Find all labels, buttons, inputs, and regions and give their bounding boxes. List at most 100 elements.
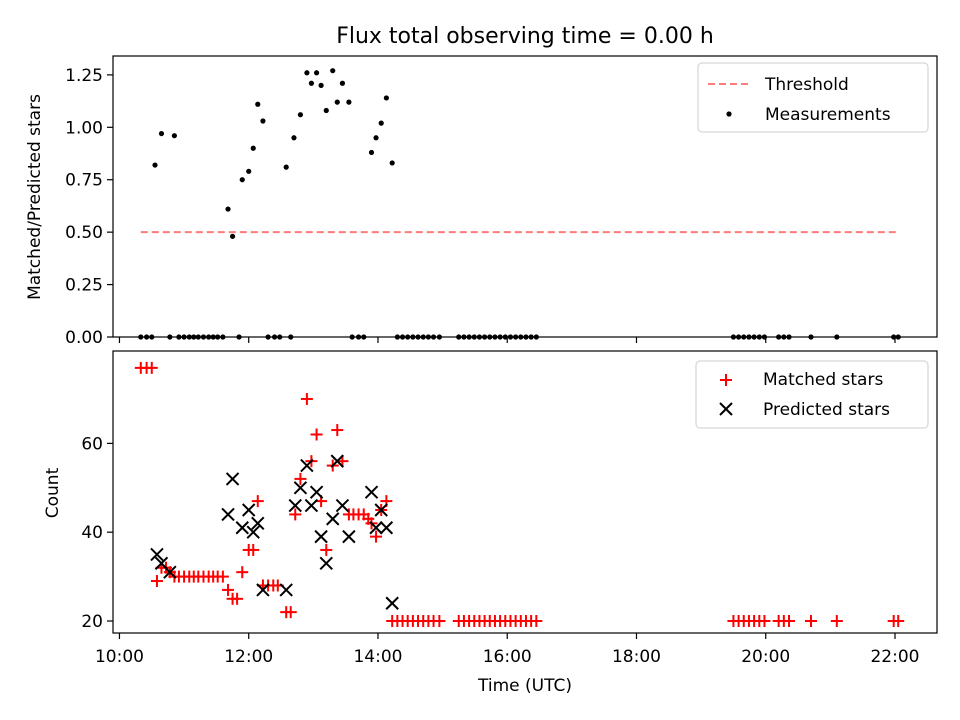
- measurement-point: [255, 101, 261, 107]
- predicted-star-marker: [309, 485, 324, 499]
- matched-star-marker: [236, 566, 249, 579]
- matched-star-marker: [310, 428, 323, 441]
- predicted-star-marker: [319, 556, 333, 570]
- bottom-plot: 20 40 60 10:00 12:00 14:00 16:00 18:00 20:00 22:0…: [81, 350, 938, 667]
- measurement-point: [323, 107, 329, 114]
- top-plot: 0.00 0.25 0.50 0.75 1.00 1.25: [65, 55, 938, 348]
- predicted-star-marker-stroke: [342, 529, 356, 544]
- top-y-tick-label: 0.00: [65, 328, 103, 348]
- bottom-legend: Matched stars Predicted stars: [695, 360, 929, 429]
- predicted-star-marker-stroke: [374, 503, 388, 517]
- predicted-star-marker-stroke: [221, 507, 235, 522]
- predicted-star-marker-stroke: [246, 525, 260, 539]
- matched-star-marker: [251, 495, 264, 508]
- predicted-star-marker: [300, 458, 314, 473]
- measurement-point: [239, 177, 245, 183]
- matched-star-marker: [830, 615, 843, 628]
- predicted-star-marker: [279, 583, 293, 597]
- predicted-star-marker-stroke: [319, 556, 333, 570]
- predicted-star-marker: [225, 472, 240, 486]
- bottom-x-tick-label: 18:00: [612, 647, 661, 667]
- predicted-star-marker-stroke: [369, 521, 383, 535]
- bottom-x-tick-label: 14:00: [353, 647, 402, 667]
- bottom-x-tick-label: 20:00: [741, 647, 790, 667]
- predicted-star-marker: [251, 516, 265, 531]
- measurements-legend-label: Measurements: [765, 105, 891, 125]
- top-y-tick-label: 1.00: [65, 118, 103, 138]
- predicted-star-marker-stroke: [379, 521, 394, 535]
- bottom-legend-box: [695, 360, 929, 429]
- measurement-point: [368, 149, 375, 156]
- matched-star-marker: [222, 583, 235, 596]
- predicted-star-marker: [330, 454, 344, 468]
- measurement-point: [291, 135, 297, 141]
- predicted-star-marker-stroke: [304, 498, 319, 513]
- predicted-star-marker-stroke: [288, 498, 302, 513]
- matched-stars-legend-label: Matched stars: [763, 370, 883, 390]
- predicted-star-marker: [335, 498, 350, 513]
- bottom-x-tick-label: 12:00: [224, 647, 273, 667]
- predicted-star-marker-stroke: [300, 458, 314, 473]
- matched-star-marker: [783, 615, 796, 628]
- matched-star-marker: [892, 615, 905, 628]
- predicted-star-marker-stroke: [242, 503, 256, 517]
- measurement-point: [334, 99, 340, 105]
- matched-star-marker: [758, 615, 771, 628]
- predicted-star-marker: [288, 498, 302, 513]
- measurement-point: [346, 99, 352, 105]
- measurement-point: [283, 164, 289, 170]
- measurement-point: [225, 206, 231, 212]
- top-y-tick-label: 0.25: [65, 276, 103, 296]
- measurement-point: [373, 135, 379, 141]
- predicted-stars-legend-swatch: [719, 402, 733, 416]
- predicted-star-marker-stroke: [314, 529, 328, 544]
- predicted-star-marker-stroke: [335, 498, 350, 513]
- matched-star-marker: [804, 615, 817, 628]
- measurement-point: [308, 80, 315, 86]
- predicted-star-marker-stroke: [309, 485, 324, 499]
- predicted-star-marker-stroke: [150, 547, 164, 562]
- top-legend: Threshold Measurements: [697, 62, 929, 133]
- matched-star-marker: [284, 606, 297, 619]
- predicted-star-marker: [374, 503, 388, 517]
- matched-star-marker: [150, 575, 163, 588]
- threshold-legend-label: Threshold: [764, 75, 849, 95]
- predicted-star-marker-stroke: [154, 556, 169, 570]
- predicted-star-marker-stroke: [326, 512, 340, 526]
- measurement-point: [389, 160, 395, 166]
- bottom-x-tick-label: 22:00: [870, 647, 919, 667]
- predicted-star-marker: [293, 481, 308, 495]
- bottom-y-axis-label: Count: [43, 467, 63, 518]
- predicted-star-marker-stroke: [225, 472, 240, 486]
- measurement-point: [260, 118, 266, 124]
- top-axes-frame: [112, 55, 938, 338]
- measurement-point: [378, 120, 384, 126]
- bottom-x-tick-label: 10:00: [95, 647, 144, 667]
- measurement-point: [158, 130, 165, 137]
- top-y-tick-label: 0.75: [65, 171, 103, 191]
- predicted-star-marker-stroke: [163, 565, 177, 579]
- measurement-point: [339, 80, 346, 86]
- matched-star-marker: [370, 530, 383, 543]
- predicted-star-marker: [379, 521, 394, 535]
- predicted-star-marker: [369, 521, 383, 535]
- predicted-star-marker-stroke: [385, 596, 399, 610]
- predicted-star-marker: [304, 498, 319, 513]
- predicted-star-marker-stroke: [330, 454, 344, 468]
- predicted-star-marker-stroke: [235, 521, 249, 535]
- bottom-y-tick-label: 40: [81, 523, 103, 543]
- top-y-tick-label: 1.25: [65, 66, 103, 86]
- matched-star-marker: [530, 615, 543, 628]
- predicted-star-marker: [326, 512, 340, 526]
- measurement-point: [313, 70, 320, 76]
- bottom-x-tick-label: 16:00: [483, 647, 532, 667]
- measurement-point: [246, 168, 252, 174]
- predicted-star-marker: [256, 583, 270, 597]
- bottom-axes-frame: [112, 350, 938, 634]
- measurement-point: [318, 82, 324, 88]
- measurements-legend-swatch: [726, 111, 732, 117]
- predicted-star-marker: [150, 547, 164, 562]
- predicted-stars-legend-label: Predicted stars: [763, 400, 890, 420]
- bottom-y-tick-label: 20: [81, 612, 103, 632]
- predicted-star-marker: [163, 565, 177, 579]
